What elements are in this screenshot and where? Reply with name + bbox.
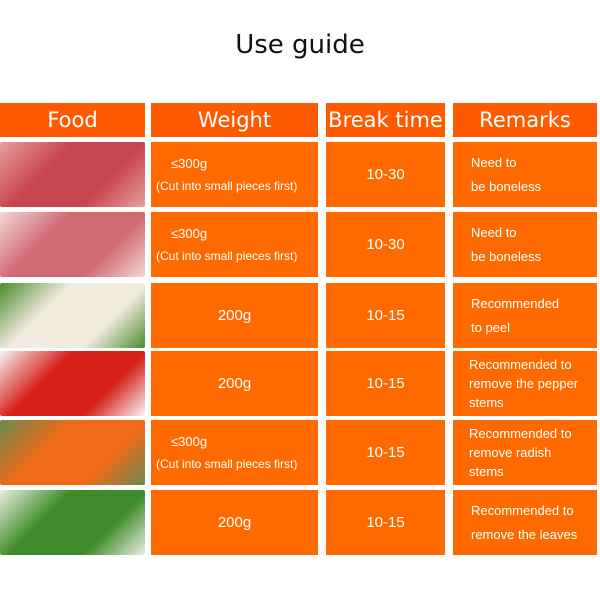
remark-line: Need to (471, 154, 517, 170)
remarks-cell: Recommended to peel (453, 283, 597, 348)
break-time-cell: 10-30 (326, 142, 445, 207)
weight-note: (Cut into small pieces first) (156, 179, 298, 193)
remark-line: to peel (471, 319, 511, 335)
header-remarks: Remarks (453, 103, 597, 137)
weight-cell: 200g (151, 351, 318, 416)
remarks-cell: Recommended to remove the leaves (453, 490, 597, 555)
weight-value: ≤300g (171, 156, 208, 171)
food-image-3 (0, 351, 145, 416)
remarks-cell: Recommended to remove the pepper stems (453, 351, 597, 416)
weight-cell: ≤300g (Cut into small pieces first) (151, 142, 318, 207)
remarks-cell: Recommended to remove radish stems (453, 420, 597, 485)
header-food: Food (0, 103, 145, 137)
break-time-cell: 10-15 (326, 283, 445, 348)
remark-line: Recommended (471, 295, 560, 311)
remark-line: Recommended to (469, 357, 572, 372)
food-image-4 (0, 420, 145, 485)
remark-line: be boneless (471, 178, 542, 194)
remark-line: Recommended to (469, 426, 572, 441)
page-title: Use guide (235, 30, 365, 60)
food-image-5 (0, 490, 145, 555)
food-image-1 (0, 212, 145, 277)
remark-line: stems (469, 395, 504, 410)
break-time-cell: 10-30 (326, 212, 445, 277)
weight-note: (Cut into small pieces first) (156, 249, 298, 263)
remark-line: remove the pepper (469, 376, 579, 391)
header-break-time: Break time (326, 103, 445, 137)
weight-cell: ≤300g (Cut into small pieces first) (151, 212, 318, 277)
remarks-cell: Need to be boneless (453, 142, 597, 207)
weight-cell: 200g (151, 490, 318, 555)
remark-line: remove the leaves (471, 526, 578, 542)
weight-value: ≤300g (171, 226, 208, 241)
remark-line: Recommended to (471, 502, 574, 518)
food-image-2 (0, 283, 145, 348)
break-time-cell: 10-15 (326, 420, 445, 485)
remarks-cell: Need to be boneless (453, 212, 597, 277)
remark-line: stems (469, 464, 504, 479)
weight-value: ≤300g (171, 434, 208, 449)
food-image-0 (0, 142, 145, 207)
weight-cell: ≤300g (Cut into small pieces first) (151, 420, 318, 485)
break-time-cell: 10-15 (326, 490, 445, 555)
break-time-cell: 10-15 (326, 351, 445, 416)
weight-cell: 200g (151, 283, 318, 348)
remark-line: Need to (471, 224, 517, 240)
header-weight: Weight (151, 103, 318, 137)
remark-line: remove radish (469, 445, 552, 460)
remark-line: be boneless (471, 248, 542, 264)
weight-note: (Cut into small pieces first) (156, 457, 298, 471)
